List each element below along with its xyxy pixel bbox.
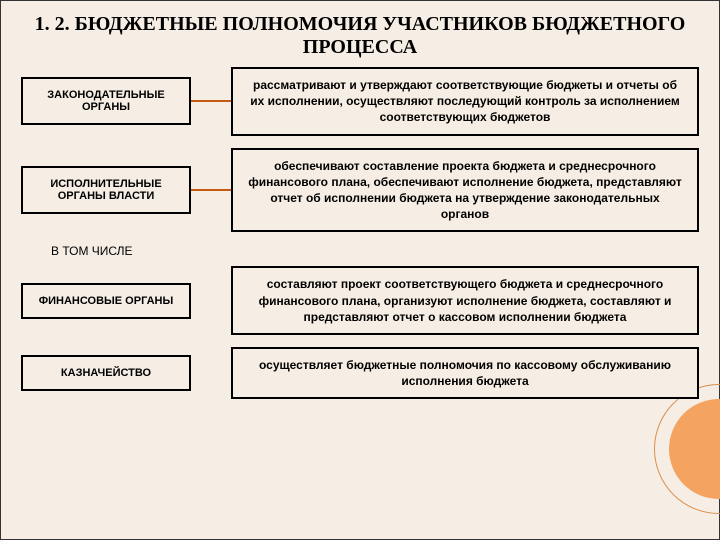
right-description-box: рассматривают и утверждают соответствующ… — [231, 67, 699, 136]
diagram-row: ИСПОЛНИТЕЛЬНЫЕ ОРГАНЫ ВЛАСТИ обеспечиваю… — [21, 148, 699, 233]
diagram-row: ЗАКОНОДАТЕЛЬНЫЕ ОРГАНЫ рассматривают и у… — [21, 67, 699, 136]
left-label-box: ЗАКОНОДАТЕЛЬНЫЕ ОРГАНЫ — [21, 77, 191, 125]
right-description-box: обеспечивают составление проекта бюджета… — [231, 148, 699, 233]
connector-line — [191, 189, 231, 191]
left-label-box: ФИНАНСОВЫЕ ОРГАНЫ — [21, 283, 191, 319]
connector-line — [191, 100, 231, 102]
diagram-content: ЗАКОНОДАТЕЛЬНЫЕ ОРГАНЫ рассматривают и у… — [1, 67, 719, 399]
right-description-box: составляют проект соответствующего бюдже… — [231, 266, 699, 335]
diagram-row: ФИНАНСОВЫЕ ОРГАНЫ составляют проект соот… — [21, 266, 699, 335]
diagram-row: КАЗНАЧЕЙСТВО осуществляет бюджетные полн… — [21, 347, 699, 399]
left-label-box: ИСПОЛНИТЕЛЬНЫЕ ОРГАНЫ ВЛАСТИ — [21, 166, 191, 214]
right-description-box: осуществляет бюджетные полномочия по кас… — [231, 347, 699, 399]
left-label-box: КАЗНАЧЕЙСТВО — [21, 355, 191, 391]
subsection-label: В ТОМ ЧИСЛЕ — [51, 244, 699, 258]
slide-title: 1. 2. БЮДЖЕТНЫЕ ПОЛНОМОЧИЯ УЧАСТНИКОВ БЮ… — [1, 1, 719, 67]
